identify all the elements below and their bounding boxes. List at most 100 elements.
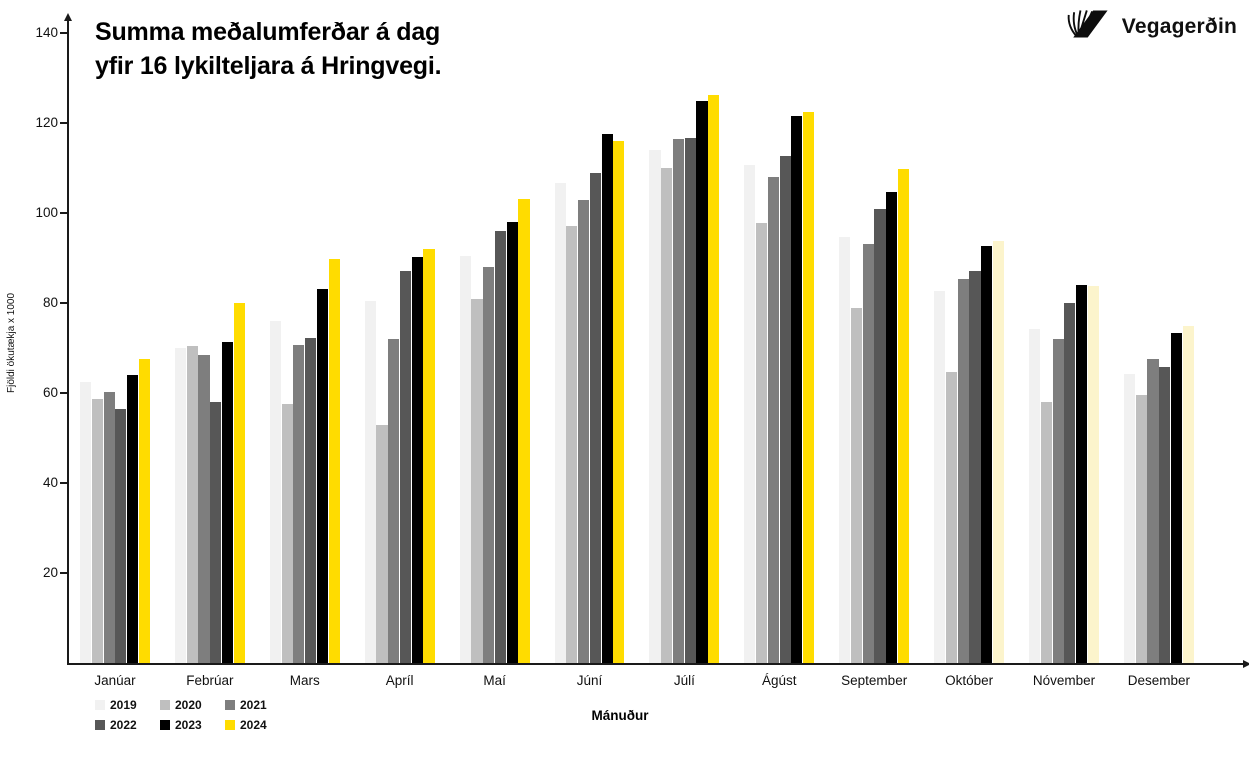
bar-2022-desember [1159, 366, 1171, 663]
bar-2023-juli [696, 100, 708, 663]
y-tick-label: 100 [35, 205, 58, 220]
vegagerdin-logo-icon [1066, 8, 1113, 45]
chart-title: Summa meðalumferðar á dag yfir 16 lykilt… [95, 16, 442, 83]
legend-marker-icon [225, 720, 235, 730]
legend-label: 2020 [175, 698, 202, 712]
bar-2020-november [1040, 402, 1052, 663]
bar-2019-februar [174, 348, 187, 663]
bar-2020-april [376, 425, 388, 663]
bar-2023-november [1076, 285, 1088, 663]
bar-2021-oktober [957, 278, 969, 663]
x-tick-label-mars: Mars [289, 673, 320, 688]
bar-2023-april [411, 256, 423, 663]
legend-label: 2019 [110, 698, 137, 712]
y-tick-mark [60, 302, 67, 304]
bar-2024-mai [518, 198, 530, 663]
bar-2024-agust [803, 112, 815, 663]
bar-2022-januar [115, 408, 127, 663]
bar-2020-juni [566, 225, 578, 663]
bar-2023-juni [601, 134, 613, 663]
bar-2024-juni [613, 141, 625, 663]
bar-2021-desember [1147, 358, 1159, 663]
y-tick-label: 140 [35, 25, 58, 40]
x-tick-label-april: Apríl [385, 673, 414, 688]
bar-2023-oktober [981, 245, 993, 663]
bar-2021-april [388, 339, 400, 663]
y-tick-mark [60, 122, 67, 124]
legend-label: 2023 [175, 718, 202, 732]
legend-marker-icon [160, 720, 170, 730]
bar-2021-juni [578, 200, 590, 663]
x-tick-label-juli: Júlí [673, 673, 695, 688]
y-tick-label: 120 [35, 115, 58, 130]
x-axis-title: Mánuður [591, 708, 649, 723]
bar-2023-mars [316, 289, 328, 663]
x-tick-label-mai: Maí [483, 673, 506, 688]
x-tick-label-juni: Júní [576, 673, 603, 688]
bar-2022-mars [305, 337, 317, 663]
legend-item-2020: 2020 [160, 698, 225, 712]
legend-marker-icon [225, 700, 235, 710]
legend-item-2024: 2024 [225, 718, 290, 732]
bar-2020-februar [186, 346, 198, 663]
bar-2024-februar [233, 303, 245, 663]
bar-2022-april [399, 271, 412, 663]
bar-2019-oktober [934, 291, 946, 663]
legend-item-2021: 2021 [225, 698, 290, 712]
bar-2022-september [874, 209, 886, 663]
x-tick-label-januar: Janúar [94, 673, 136, 688]
bar-2021-agust [767, 177, 779, 663]
legend-label: 2022 [110, 718, 137, 732]
legend: 2019 2020 2021 2022 2023 2024 [95, 695, 290, 735]
bar-2019-mars [269, 321, 281, 663]
y-tick-mark [60, 32, 67, 34]
bar-2019-desember [1123, 373, 1136, 663]
bar-2020-mars [281, 403, 293, 663]
bar-2021-mars [293, 345, 305, 663]
bar-2019-juni [554, 183, 566, 663]
x-tick-label-september: September [841, 673, 908, 688]
bar-2019-april [364, 301, 376, 663]
y-axis-line [67, 20, 69, 664]
x-axis-line [67, 663, 1244, 665]
chart-title-line1: Summa meðalumferðar á dag [95, 18, 441, 46]
bar-2023-januar [127, 375, 139, 663]
bar-2024-september [897, 169, 910, 663]
y-tick-label: 60 [42, 385, 58, 400]
bar-2020-desember [1135, 394, 1147, 663]
y-axis-arrow-icon [64, 13, 72, 21]
bar-2021-november [1052, 338, 1064, 663]
bar-2024-juli [708, 95, 720, 663]
bar-2024-april [423, 248, 435, 663]
bar-2021-januar [103, 392, 115, 663]
bar-2020-mai [471, 298, 483, 663]
bar-2020-oktober [945, 371, 958, 663]
x-tick-label-november: Nóvember [1032, 673, 1096, 688]
bar-2024-november [1087, 285, 1099, 663]
y-tick-mark [60, 572, 67, 574]
bar-2024-oktober [992, 240, 1005, 663]
bar-2023-februar [221, 341, 234, 663]
legend-label: 2024 [240, 718, 267, 732]
x-tick-label-agust: Ágúst [762, 673, 797, 688]
bar-2022-november [1064, 302, 1076, 663]
bar-2022-oktober [969, 270, 981, 663]
bar-2022-mai [494, 231, 507, 663]
y-axis-title: Fjöldi ökutækja x 1000 [6, 292, 17, 394]
bar-2021-mai [483, 267, 495, 663]
y-tick-mark [60, 392, 67, 394]
bar-2021-juli [672, 139, 685, 663]
bar-2022-agust [779, 156, 791, 663]
legend-marker-icon [95, 700, 105, 710]
vegagerdin-logo-text: Vegagerðin [1121, 14, 1237, 38]
bar-2020-juli [661, 168, 673, 663]
x-tick-label-februar: Febrúar [186, 673, 234, 688]
bar-2023-agust [791, 115, 803, 663]
legend-item-2022: 2022 [95, 718, 160, 732]
legend-marker-icon [95, 720, 105, 730]
legend-label: 2021 [240, 698, 267, 712]
y-tick-label: 80 [42, 295, 58, 310]
bar-2022-februar [210, 402, 222, 663]
bar-2019-mai [459, 256, 471, 663]
